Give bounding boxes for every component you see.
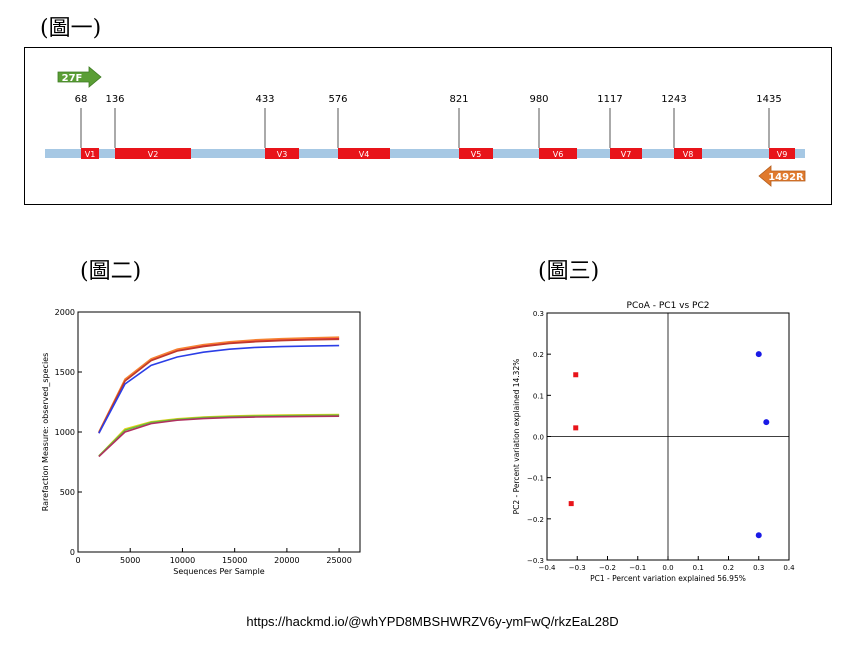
gene-map-diagram: 27F 1492R V1 V2 V3 V4 V5 V6 V7 V8 V9	[45, 66, 806, 187]
y-tick-label: 1500	[55, 368, 75, 377]
forward-primer-arrow: 27F	[57, 66, 102, 88]
y-tick-label: 500	[60, 488, 75, 497]
x-tick-label: 20000	[274, 556, 299, 565]
x-tick-label: 10000	[170, 556, 195, 565]
position-label: 576	[328, 94, 347, 105]
position-label: 1435	[756, 94, 781, 105]
x-tick-label: −0.3	[569, 564, 586, 572]
region-v6-label: V6	[553, 150, 564, 159]
reverse-primer-label: 1492R	[768, 172, 804, 183]
region-v1-label: V1	[85, 150, 96, 159]
chart-title: PCoA - PC1 vs PC2	[627, 301, 710, 311]
position-label: 136	[105, 94, 124, 105]
region-v5-label: V5	[471, 150, 482, 159]
forward-primer-label: 27F	[62, 73, 83, 84]
y-tick-label: 0.2	[533, 351, 544, 359]
series-line	[98, 413, 340, 457]
x-tick-label: 15000	[222, 556, 247, 565]
region-v2: V2	[115, 148, 191, 159]
pcoa-chart: PCoA - PC1 vs PC2−0.4 −0.3 −0.2 −0.1 0.0 0.1 0…	[512, 301, 795, 583]
data-point	[763, 419, 770, 426]
position-label: 980	[529, 94, 548, 105]
region-v9: V9	[769, 148, 795, 159]
series-line	[98, 336, 340, 433]
series-line	[98, 337, 340, 434]
figure-3-caption: (圖三)	[538, 259, 600, 284]
region-v3-label: V3	[277, 150, 288, 159]
x-tick-label: −0.1	[629, 564, 646, 572]
y-tick-label: 0.3	[533, 310, 544, 318]
x-tick-label: 0	[75, 556, 80, 565]
x-tick-label: 0.4	[783, 564, 795, 572]
y-tick-label: −0.3	[527, 557, 544, 565]
x-tick-label: 0.0	[662, 564, 673, 572]
region-v4: V4	[338, 148, 390, 159]
region-v4-label: V4	[359, 150, 370, 159]
y-tick-label: −0.1	[527, 475, 544, 483]
x-axis-label: PC1 - Percent variation explained 56.95%	[590, 574, 746, 583]
region-v7-label: V7	[621, 150, 632, 159]
position-label: 1117	[597, 94, 622, 105]
region-v7: V7	[610, 148, 642, 159]
series-line	[98, 338, 340, 433]
backbone-bar	[45, 149, 805, 158]
region-v3: V3	[265, 148, 299, 159]
y-axis-label: Rarefaction Measure: observed_species	[41, 353, 50, 512]
region-v5: V5	[459, 148, 493, 159]
position-label: 433	[255, 94, 274, 105]
x-tick-label: 5000	[120, 556, 140, 565]
figure-1-caption: (圖一)	[40, 16, 102, 41]
y-tick-label: 0	[70, 548, 75, 557]
y-tick-label: 0.1	[533, 392, 544, 400]
y-tick-label: 1000	[55, 428, 75, 437]
x-tick-label: 0.2	[723, 564, 734, 572]
region-v8: V8	[674, 148, 702, 159]
position-label: 68	[75, 94, 88, 105]
plot-frame	[77, 311, 361, 553]
x-tick-label: 25000	[326, 556, 351, 565]
x-tick-label: −0.2	[599, 564, 616, 572]
rarefaction-chart: 0 5000 10000 15000 20000 25000 0 500 1000 1500 200…	[41, 308, 361, 576]
x-axis-label: Sequences Per Sample	[173, 567, 265, 576]
y-axis-label: PC2 - Percent variation explained 14.32%	[512, 359, 521, 515]
region-v8-label: V8	[683, 150, 694, 159]
data-point	[755, 351, 762, 358]
figure-1-panel: 27F 1492R V1 V2 V3 V4 V5 V6 V7 V8 V9	[24, 47, 832, 205]
source-url[interactable]: https://hackmd.io/@whYPD8MBSHWRZV6y-ymFw…	[246, 614, 619, 629]
series-line	[98, 344, 340, 434]
data-point	[568, 501, 574, 507]
figure-2-caption: (圖二)	[80, 259, 142, 284]
data-point	[755, 532, 762, 539]
y-tick-label: 0.0	[533, 434, 544, 442]
x-tick-label: −0.4	[539, 564, 557, 572]
series-line	[98, 415, 340, 458]
y-tick-label: −0.2	[527, 516, 544, 524]
y-tick-label: 2000	[55, 308, 75, 317]
region-v1: V1	[81, 148, 99, 159]
x-tick-label: 0.3	[753, 564, 764, 572]
series-line	[98, 414, 340, 457]
region-v2-label: V2	[148, 150, 159, 159]
region-v6: V6	[539, 148, 577, 159]
reverse-primer-arrow: 1492R	[758, 165, 806, 187]
x-tick-label: 0.1	[693, 564, 704, 572]
data-point	[573, 372, 579, 378]
region-v9-label: V9	[777, 150, 788, 159]
data-point	[573, 425, 579, 431]
position-label: 1243	[661, 94, 686, 105]
position-label: 821	[449, 94, 468, 105]
